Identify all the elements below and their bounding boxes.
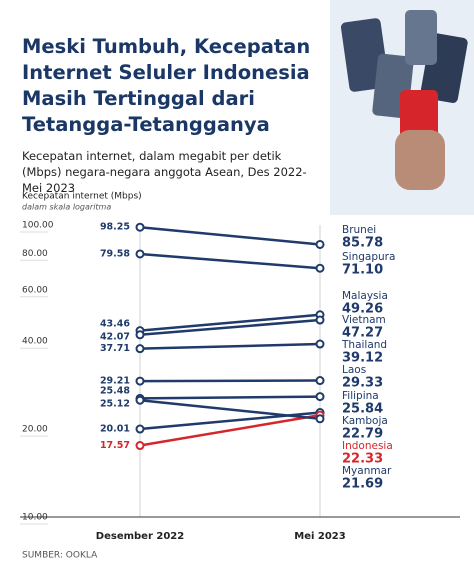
value-label: 47.27 xyxy=(342,326,383,341)
point xyxy=(135,222,145,232)
legend-label: Myanmar xyxy=(342,465,392,477)
x-tick-label: Mei 2023 xyxy=(294,531,346,542)
value-label: 25.48 xyxy=(100,386,130,397)
legend-label: Thailand xyxy=(341,339,387,351)
legend-label: Singapura xyxy=(342,251,395,263)
slope-line xyxy=(139,379,321,383)
legend-label: Vietnam xyxy=(342,314,386,326)
y-axis-label: Kecepatan internet (Mbps) xyxy=(22,192,142,202)
point xyxy=(315,392,325,402)
point xyxy=(135,330,145,340)
legend-label: Malaysia xyxy=(342,290,388,302)
y-tick-label: 20.00 xyxy=(22,425,48,435)
chart-title: Meski Tumbuh, Kecepatan Internet Seluler… xyxy=(22,35,311,136)
value-label: 85.78 xyxy=(342,236,383,251)
value-label: 29.21 xyxy=(100,376,130,387)
value-label: 79.58 xyxy=(100,248,130,259)
point xyxy=(135,376,145,386)
legend-label: Brunei xyxy=(342,224,376,236)
y-tick-label: 60.00 xyxy=(22,285,48,295)
point xyxy=(135,441,145,451)
value-label: 49.26 xyxy=(342,302,383,317)
y-tick-label: 100.00 xyxy=(22,221,54,231)
point xyxy=(315,376,325,386)
photo xyxy=(330,0,474,215)
slope-line xyxy=(139,318,321,337)
point xyxy=(315,339,325,349)
point xyxy=(315,315,325,325)
value-label: 21.69 xyxy=(342,477,383,492)
y-axis-note: dalam skala logaritma xyxy=(22,203,111,212)
point xyxy=(135,395,145,405)
point xyxy=(135,249,145,259)
point xyxy=(315,263,325,273)
slope-line xyxy=(139,398,321,421)
value-label: 25.84 xyxy=(342,402,383,417)
point xyxy=(315,414,325,424)
legend-label: Kamboja xyxy=(342,415,388,427)
value-label: 71.10 xyxy=(342,263,383,278)
y-tick-label: 40.00 xyxy=(22,337,48,347)
source: SUMBER: OOKLA xyxy=(22,551,98,561)
slope-line xyxy=(139,313,321,332)
value-label: 20.01 xyxy=(100,424,130,435)
slope-line xyxy=(139,342,321,350)
slope-line xyxy=(139,225,321,246)
value-label: 39.12 xyxy=(342,351,383,366)
value-label: 22.33 xyxy=(342,452,383,467)
y-tick-label: 80.00 xyxy=(22,249,48,259)
slope-line xyxy=(139,252,321,270)
value-label: 37.71 xyxy=(100,343,130,354)
slope-line xyxy=(139,395,321,400)
point xyxy=(315,239,325,249)
value-label: 43.46 xyxy=(100,319,130,330)
slope-line xyxy=(139,413,321,447)
value-label: 17.57 xyxy=(100,440,130,451)
value-label: 42.07 xyxy=(100,332,130,343)
legend-label: Indonesia xyxy=(342,440,393,452)
legend-label: Filipina xyxy=(342,390,379,402)
x-tick-label: Desember 2022 xyxy=(96,531,184,542)
value-label: 25.12 xyxy=(100,399,130,410)
point xyxy=(135,344,145,354)
point xyxy=(135,424,145,434)
legend-label: Laos xyxy=(342,364,366,376)
value-label: 29.33 xyxy=(342,376,383,391)
value-label: 22.79 xyxy=(342,427,383,442)
chart-subtitle: Kecepatan internet, dalam megabit per de… xyxy=(22,149,307,195)
value-label: 98.25 xyxy=(100,222,130,233)
